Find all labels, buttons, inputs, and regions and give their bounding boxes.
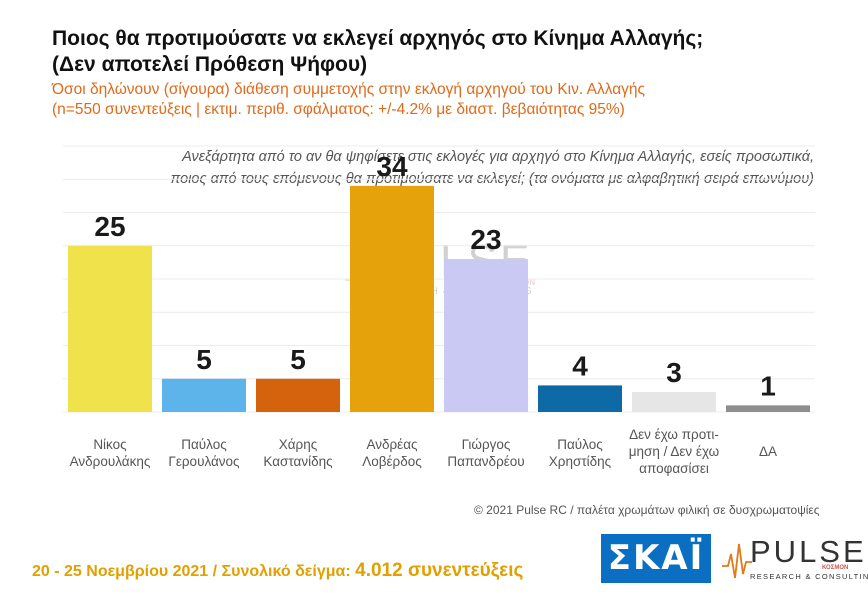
question-line-1: Ανεξάρτητα από το αν θα ψηφίσετε στις εκ… bbox=[182, 149, 814, 165]
title-line-2: (Δεν αποτελεί Πρόθεση Ψήφου) bbox=[52, 53, 368, 76]
bar bbox=[68, 245, 152, 412]
tick-label: Δεν έχω προτι-μηση / Δεν έχω αποφασίσει bbox=[629, 427, 719, 476]
data-label: 1 bbox=[760, 370, 776, 401]
data-label: 5 bbox=[196, 344, 212, 375]
tick-label: Γιώργος Παπανδρέου bbox=[447, 437, 524, 469]
bar bbox=[162, 378, 246, 412]
data-label: 34 bbox=[376, 151, 408, 182]
data-label: 4 bbox=[572, 350, 588, 381]
tick-label: Νίκος Ανδρουλάκης bbox=[70, 437, 151, 469]
tick-label: ΔΑ bbox=[759, 444, 777, 459]
bar bbox=[256, 378, 340, 412]
chart-subtitle: Όσοι δηλώνουν (σίγουρα) διάθεση συμμετοχ… bbox=[52, 80, 832, 120]
bar bbox=[444, 259, 528, 412]
bar bbox=[726, 405, 810, 412]
survey-date-line: 20 - 25 Νοεμβρίου 2021 / Συνολικό δείγμα… bbox=[32, 560, 523, 582]
data-label: 3 bbox=[666, 357, 682, 388]
tick-label: Παύλος Γερουλάνος bbox=[168, 437, 240, 469]
subtitle-line-2: (n=550 συνεντεύξεις | εκτιμ. περιθ. σφάλ… bbox=[52, 101, 625, 118]
survey-date: 20 - 25 Νοεμβρίου 2021 / Συνολικό δείγμα… bbox=[32, 563, 356, 580]
sample-size: 4.012 συνεντεύξεις bbox=[355, 560, 524, 581]
pulse-logo: PULSE ΚΟΣΜΟΝ RESEARCH & CONSULTING bbox=[722, 534, 868, 584]
subtitle-line-1: Όσοι δηλώνουν (σίγουρα) διάθεση συμμετοχ… bbox=[52, 81, 646, 98]
pulse-logo-kosmon: ΚΟΣΜΟΝ bbox=[822, 565, 849, 571]
pulse-logo-sub: RESEARCH & CONSULTING bbox=[750, 572, 868, 581]
tick-label: Χάρης Καστανίδης bbox=[263, 437, 333, 469]
copyright-note: © 2021 Pulse RC / παλέτα χρωμάτων φιλική… bbox=[474, 503, 820, 517]
tick-label: Παύλος Χρηστίδης bbox=[549, 437, 612, 469]
data-label: 25 bbox=[94, 211, 125, 242]
pulse-wave-icon bbox=[722, 543, 752, 579]
chart-title: Ποιος θα προτιμούσατε να εκλεγεί αρχηγός… bbox=[52, 26, 832, 78]
tick-label: Ανδρέας Λοβέρδος bbox=[362, 437, 422, 469]
bar bbox=[538, 385, 622, 412]
title-line-1: Ποιος θα προτιμούσατε να εκλεγεί αρχηγός… bbox=[52, 27, 704, 50]
bar bbox=[350, 185, 434, 412]
gridlines bbox=[63, 145, 815, 413]
data-label: 5 bbox=[290, 344, 306, 375]
skai-logo: ΣΚΑΪ bbox=[601, 534, 711, 583]
data-label: 23 bbox=[470, 224, 501, 255]
bar bbox=[632, 392, 716, 412]
pulse-logo-name: PULSE bbox=[750, 534, 867, 569]
